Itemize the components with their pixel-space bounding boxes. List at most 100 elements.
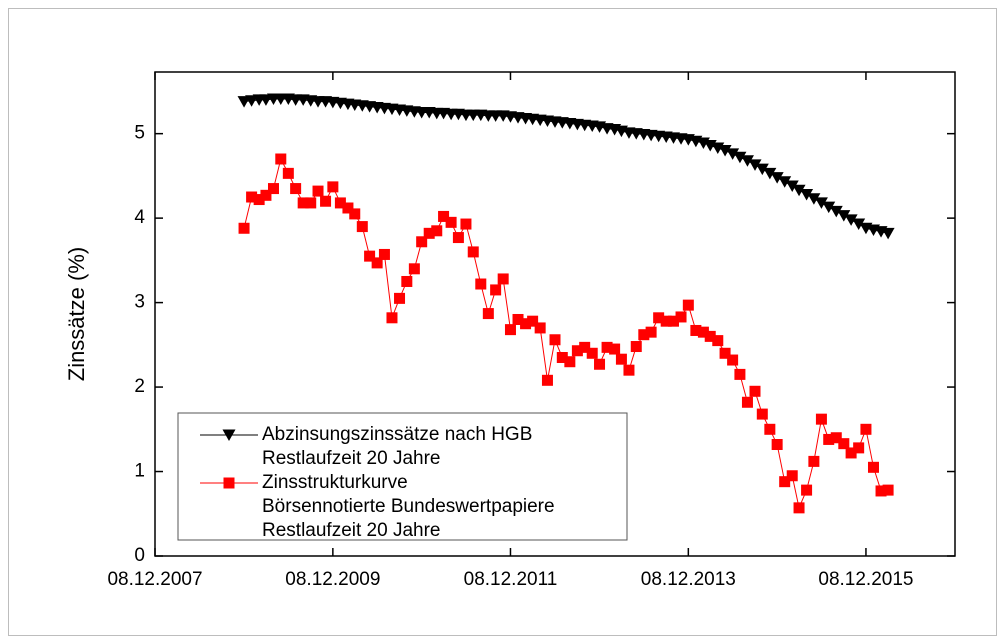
point	[238, 222, 250, 234]
x-tick-label: 08.12.2009	[285, 569, 380, 590]
point	[837, 210, 851, 222]
point	[297, 197, 309, 209]
point	[823, 433, 835, 445]
point	[401, 275, 413, 287]
point	[653, 312, 665, 324]
point	[778, 176, 792, 188]
point	[740, 155, 754, 167]
point	[482, 308, 494, 320]
x-tick-label: 08.12.2011	[464, 569, 558, 590]
y-tick-label: 1	[134, 461, 145, 482]
x-tick-label: 08.12.2015	[818, 569, 913, 590]
point	[305, 197, 317, 209]
point	[253, 194, 265, 206]
y-axis-label: Zinssätze (%)	[64, 247, 89, 381]
y-tick-label: 4	[134, 207, 145, 228]
y-tick-label: 0	[134, 545, 145, 566]
point	[829, 205, 843, 218]
point	[792, 184, 806, 197]
point	[601, 341, 613, 353]
point	[423, 227, 435, 239]
legend-marker	[223, 477, 235, 489]
point	[726, 148, 740, 160]
point	[334, 197, 346, 209]
legend-label-line: Zinsstrukturkurve	[262, 472, 408, 493]
point	[793, 502, 805, 514]
point	[438, 210, 450, 222]
legend-label: Abzinsungszinssätze nach HGB Restlaufzeit…	[262, 424, 532, 469]
point	[594, 358, 606, 370]
point	[756, 408, 768, 420]
point	[467, 246, 479, 258]
legend-marker	[222, 429, 236, 441]
point	[808, 455, 820, 467]
point	[615, 353, 627, 365]
point	[534, 322, 546, 334]
point	[327, 181, 339, 193]
point	[741, 396, 753, 408]
point	[852, 218, 866, 231]
point	[275, 153, 287, 165]
point	[497, 273, 509, 285]
point	[386, 312, 398, 324]
y-tick-label: 3	[134, 292, 145, 313]
point	[342, 202, 354, 214]
point	[867, 461, 879, 473]
x-tick-label: 08.12.2007	[107, 569, 202, 590]
point	[378, 248, 390, 260]
point	[779, 476, 791, 488]
point	[541, 374, 553, 386]
point	[727, 354, 739, 366]
point	[349, 208, 361, 220]
point	[830, 432, 842, 444]
point	[838, 438, 850, 450]
point	[630, 341, 642, 353]
point	[549, 334, 561, 346]
point	[881, 227, 895, 240]
point	[416, 236, 428, 248]
legend-entry: Abzinsungszinssätze nach HGB Restlaufzeit…	[200, 424, 532, 469]
point	[690, 324, 702, 336]
point	[719, 347, 731, 359]
x-tick-label: 08.12.2013	[641, 569, 736, 590]
point	[460, 218, 472, 230]
point	[504, 324, 516, 336]
point	[800, 188, 814, 201]
point	[282, 167, 294, 179]
point	[697, 326, 709, 338]
point	[609, 343, 621, 355]
point	[475, 278, 487, 290]
point	[520, 318, 532, 330]
point	[845, 447, 857, 459]
point	[267, 183, 279, 195]
point	[645, 326, 657, 338]
outer-frame	[8, 8, 997, 636]
point	[571, 345, 583, 357]
plot-frame	[154, 71, 956, 557]
point	[638, 329, 650, 341]
point	[786, 470, 798, 482]
point	[807, 193, 821, 205]
point	[660, 315, 672, 327]
point	[860, 423, 872, 435]
point	[246, 191, 258, 203]
point	[704, 330, 716, 342]
legend-label-line: Restlaufzeit 20 Jahre	[262, 520, 441, 541]
point	[770, 172, 784, 184]
point	[718, 145, 732, 157]
y-tick-label: 2	[134, 376, 145, 397]
point	[445, 216, 457, 228]
point	[408, 263, 420, 275]
point	[785, 180, 799, 193]
point	[882, 484, 894, 496]
point	[712, 335, 724, 347]
point	[452, 232, 464, 244]
point	[512, 313, 524, 325]
point	[771, 439, 783, 451]
point	[755, 163, 769, 176]
point	[431, 225, 443, 237]
point	[556, 352, 568, 364]
point	[815, 413, 827, 425]
point	[490, 284, 502, 296]
